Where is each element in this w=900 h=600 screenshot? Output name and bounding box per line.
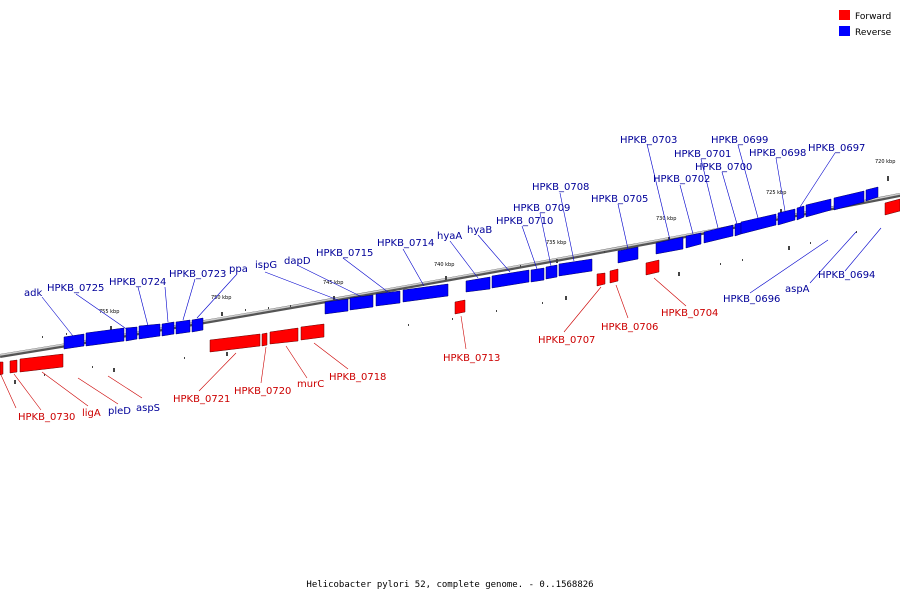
gene-forward[interactable] <box>645 259 660 276</box>
gene-forward[interactable] <box>609 268 619 284</box>
tick-label: 755 kbp <box>99 309 119 315</box>
gene-label-forward[interactable]: HPKB_0721 <box>173 394 230 405</box>
gene-reverse[interactable] <box>191 317 204 333</box>
gene-label-reverse[interactable]: HPKB_0702 <box>653 174 710 185</box>
gene-forward[interactable] <box>269 327 299 345</box>
gene-reverse[interactable] <box>703 224 734 244</box>
gene-label-reverse[interactable]: HPKB_0705 <box>591 194 648 205</box>
gene-label-reverse[interactable]: HPKB_0724 <box>109 277 166 288</box>
legend: Forward Reverse <box>839 10 892 38</box>
reverse-labels: adk HPKB_0725 HPKB_0724 HPKB_0723 ppa is… <box>24 135 875 305</box>
gene-reverse[interactable] <box>865 186 879 202</box>
gene-reverse[interactable] <box>491 269 530 289</box>
gene-label-reverse[interactable]: hyaA <box>437 231 462 242</box>
gene-reverse[interactable] <box>125 326 138 342</box>
gene-label-reverse[interactable]: adk <box>24 288 42 299</box>
tick-label: 750 kbp <box>211 295 231 301</box>
gene-forward[interactable] <box>596 272 606 287</box>
legend-forward-label: Forward <box>855 12 891 22</box>
genome-caption: Helicobacter pylori 52, complete genome.… <box>306 580 593 590</box>
gene-reverse[interactable] <box>63 333 85 350</box>
gene-reverse[interactable] <box>349 294 374 311</box>
gene-label-reverse[interactable]: HPKB_0701 <box>674 149 731 160</box>
reverse-leaders <box>41 143 882 337</box>
gene-reverse[interactable] <box>402 283 449 303</box>
gene-label-reverse[interactable]: HPKB_0699 <box>711 135 768 146</box>
gene-reverse[interactable] <box>734 222 742 237</box>
gene-reverse[interactable] <box>161 321 175 337</box>
gene-reverse[interactable] <box>617 246 639 264</box>
gene-reverse[interactable] <box>558 258 593 277</box>
tick-label: 720 kbp <box>875 159 895 165</box>
gene-forward[interactable] <box>300 323 325 341</box>
gene-forward[interactable] <box>884 198 900 216</box>
gene-label-reverse[interactable]: HPKB_0697 <box>808 143 865 154</box>
gene-label-reverse[interactable]: HPKB_0700 <box>695 162 752 173</box>
gene-reverse[interactable] <box>545 264 558 280</box>
gene-forward[interactable] <box>454 299 466 315</box>
gene-reverse[interactable] <box>85 327 125 347</box>
gene-label-reverse[interactable]: ppa <box>229 264 248 275</box>
gene-label-forward[interactable]: HPKB_0707 <box>538 335 595 346</box>
gene-reverse[interactable] <box>175 319 191 335</box>
gene-reverse[interactable] <box>796 205 805 221</box>
gene-reverse[interactable] <box>324 298 349 315</box>
gene-reverse[interactable] <box>740 213 777 235</box>
gene-label-reverse[interactable]: HPKB_0723 <box>169 269 226 280</box>
gene-reverse[interactable] <box>375 290 401 307</box>
gene-label-forward[interactable]: HPKB_0720 <box>234 386 291 397</box>
legend-forward-swatch <box>839 10 850 20</box>
gene-reverse[interactable] <box>777 208 796 226</box>
scale-labels: 755 kbp 750 kbp 745 kbp 740 kbp 735 kbp … <box>99 159 895 315</box>
gene-label-forward[interactable]: aspS <box>136 403 160 414</box>
gene-label-reverse[interactable]: HPKB_0694 <box>818 270 875 281</box>
gene-label-reverse[interactable]: aspA <box>785 284 810 295</box>
forward-leaders <box>0 277 687 411</box>
gene-reverse[interactable] <box>465 276 491 293</box>
gene-label-forward[interactable]: HPKB_0730 <box>18 412 75 423</box>
gene-forward[interactable] <box>0 361 4 376</box>
gene-label-forward[interactable]: HPKB_0718 <box>329 372 386 383</box>
scale-dots <box>14 176 889 384</box>
gene-label-forward[interactable]: HPKB_0706 <box>601 322 658 333</box>
gene-label-reverse[interactable]: HPKB_0698 <box>749 148 806 159</box>
forward-genes <box>0 198 900 376</box>
gene-label-reverse[interactable]: dapD <box>284 256 311 267</box>
gene-forward[interactable] <box>9 359 18 374</box>
reverse-genes <box>63 186 879 350</box>
gene-label-reverse[interactable]: HPKB_0725 <box>47 283 104 294</box>
tick-label: 740 kbp <box>434 262 454 268</box>
gene-label-forward[interactable]: ligA <box>82 408 101 419</box>
gene-label-reverse[interactable]: HPKB_0715 <box>316 248 373 259</box>
gene-reverse[interactable] <box>805 198 832 218</box>
gene-label-reverse[interactable]: hyaB <box>467 225 492 236</box>
gene-label-reverse[interactable]: HPKB_0714 <box>377 238 434 249</box>
tick-label: 730 kbp <box>656 216 676 222</box>
tick-label: 725 kbp <box>766 190 786 196</box>
gene-forward[interactable] <box>209 333 261 353</box>
gene-label-forward[interactable]: murC <box>297 379 324 390</box>
gene-reverse[interactable] <box>833 190 865 211</box>
gene-reverse[interactable] <box>530 267 545 283</box>
gene-label-reverse[interactable]: HPKB_0710 <box>496 216 553 227</box>
gene-label-reverse[interactable]: HPKB_0709 <box>513 203 570 214</box>
gene-label-reverse[interactable]: HPKB_0708 <box>532 182 589 193</box>
gene-label-reverse[interactable]: HPKB_0703 <box>620 135 677 146</box>
gene-reverse[interactable] <box>655 236 684 255</box>
gene-label-reverse[interactable]: HPKB_0696 <box>723 294 780 305</box>
gene-forward[interactable] <box>19 353 64 373</box>
gene-reverse[interactable] <box>685 232 702 249</box>
gene-label-forward[interactable]: HPKB_0704 <box>661 308 718 319</box>
legend-reverse-swatch <box>839 26 850 36</box>
gene-reverse[interactable] <box>138 323 161 340</box>
tick-label: 735 kbp <box>546 240 566 246</box>
forward-labels: HPKB_0730 ligA pleD aspS HPKB_0721 HPKB_… <box>18 308 718 423</box>
gene-forward[interactable] <box>261 332 268 347</box>
gene-label-forward[interactable]: pleD <box>108 406 131 417</box>
legend-reverse-label: Reverse <box>855 28 892 38</box>
gene-label-forward[interactable]: HPKB_0713 <box>443 353 500 364</box>
gene-label-reverse[interactable]: ispG <box>255 260 277 271</box>
